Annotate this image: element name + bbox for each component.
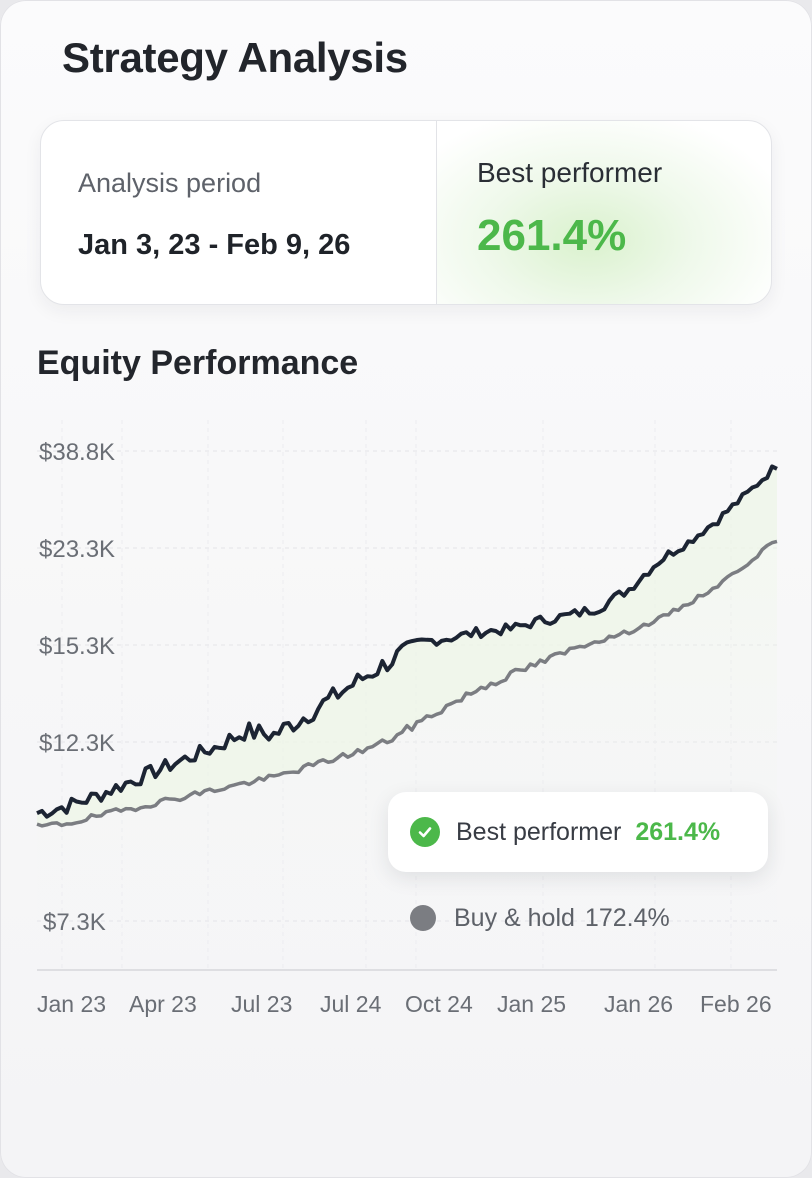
analysis-period-panel[interactable]: Analysis period Jan 3, 23 - Feb 9, 26 bbox=[41, 121, 437, 304]
legend-best-value: 261.4% bbox=[635, 817, 721, 846]
best-performer-label: Best performer bbox=[477, 157, 663, 188]
equity-chart[interactable]: $7.3K $12.3K $15.3K $23.3K $38.8K Jan 23 Apr … bbox=[0, 400, 812, 1040]
x-tick-label: Feb 26 bbox=[700, 991, 772, 1017]
x-tick-label: Jan 25 bbox=[497, 991, 566, 1017]
legend-hold-value: 172.4% bbox=[584, 903, 670, 932]
x-tick-label: Jul 24 bbox=[320, 991, 382, 1017]
legend-hold-label: Buy & hold bbox=[454, 903, 575, 932]
legend-best-label: Best performer bbox=[456, 817, 622, 846]
chart-series bbox=[36, 464, 778, 828]
chart-area-fill bbox=[37, 466, 777, 970]
x-tick-label: Jan 26 bbox=[604, 991, 673, 1017]
x-tick-label: Apr 23 bbox=[129, 991, 197, 1017]
y-tick-label: $12.3K bbox=[39, 730, 115, 757]
equity-performance-title: Equity Performance bbox=[37, 344, 359, 382]
y-tick-label: $7.3K bbox=[43, 909, 106, 936]
best-performer-value: 261.4% bbox=[477, 211, 627, 260]
y-tick-label: $15.3K bbox=[39, 633, 115, 660]
legend-buy-hold[interactable]: Buy & hold 172.4% bbox=[410, 898, 670, 938]
analysis-period-value: Jan 3, 23 - Feb 9, 26 bbox=[78, 229, 351, 261]
series-buy-hold-line bbox=[36, 539, 778, 828]
y-tick-label: $23.3K bbox=[39, 536, 115, 563]
y-axis-ticks: $7.3K $12.3K $15.3K $23.3K $38.8K bbox=[39, 439, 115, 936]
dot-icon bbox=[410, 905, 436, 931]
x-axis-ticks: Jan 23 Apr 23 Jul 23 Jul 24 Oct 24 Jan 25 Jan … bbox=[37, 991, 772, 1017]
summary-card: Analysis period Jan 3, 23 - Feb 9, 26 Be… bbox=[40, 120, 772, 305]
series-best-performer-line bbox=[36, 464, 778, 819]
analysis-period-label: Analysis period bbox=[78, 168, 262, 198]
legend-best-performer[interactable]: Best performer 261.4% bbox=[388, 792, 768, 872]
best-performer-panel[interactable]: Best performer 261.4% bbox=[437, 121, 771, 304]
y-tick-label: $38.8K bbox=[39, 439, 115, 466]
area-between-series bbox=[37, 466, 777, 826]
x-tick-label: Jul 23 bbox=[231, 991, 292, 1017]
x-tick-label: Oct 24 bbox=[405, 991, 473, 1017]
check-circle-icon bbox=[410, 817, 440, 847]
page-title: Strategy Analysis bbox=[62, 34, 408, 81]
x-tick-label: Jan 23 bbox=[37, 991, 106, 1017]
